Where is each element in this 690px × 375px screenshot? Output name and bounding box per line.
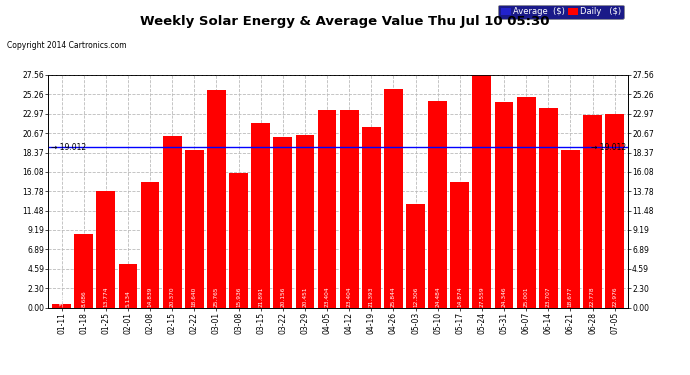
Bar xyxy=(517,97,535,308)
Text: 25.844: 25.844 xyxy=(391,286,396,307)
Text: → 19.012: → 19.012 xyxy=(591,142,626,152)
Bar xyxy=(583,116,602,308)
Text: 22.778: 22.778 xyxy=(590,286,595,307)
Bar xyxy=(406,204,425,308)
Bar xyxy=(119,264,137,308)
Bar xyxy=(229,173,248,308)
Bar xyxy=(428,101,447,308)
Text: 21.393: 21.393 xyxy=(368,286,374,307)
Text: 24.346: 24.346 xyxy=(502,286,506,307)
Bar xyxy=(451,182,469,308)
Text: → 19.012: → 19.012 xyxy=(50,142,86,152)
Text: 25.765: 25.765 xyxy=(214,286,219,307)
Bar xyxy=(141,182,159,308)
Text: 20.451: 20.451 xyxy=(302,286,308,307)
Bar xyxy=(339,110,359,308)
Bar xyxy=(52,304,71,307)
Text: 18.677: 18.677 xyxy=(568,286,573,307)
Bar xyxy=(605,114,624,308)
Bar xyxy=(75,234,93,308)
Bar xyxy=(273,138,292,308)
Text: 23.404: 23.404 xyxy=(324,286,330,307)
Bar xyxy=(384,90,403,308)
Bar xyxy=(295,135,315,308)
Text: 12.306: 12.306 xyxy=(413,286,418,307)
Bar xyxy=(185,150,204,308)
Bar xyxy=(251,123,270,308)
Text: 21.891: 21.891 xyxy=(258,286,263,307)
Bar xyxy=(473,75,491,307)
Text: 13.774: 13.774 xyxy=(104,286,108,307)
Text: 20.370: 20.370 xyxy=(170,286,175,307)
Text: 8.686: 8.686 xyxy=(81,290,86,307)
Text: 5.134: 5.134 xyxy=(126,290,130,307)
Bar xyxy=(495,102,513,308)
Text: 24.484: 24.484 xyxy=(435,286,440,307)
Text: 25.001: 25.001 xyxy=(524,286,529,307)
Text: 18.640: 18.640 xyxy=(192,286,197,307)
Text: 15.936: 15.936 xyxy=(236,286,241,307)
Text: 23.707: 23.707 xyxy=(546,286,551,307)
Text: 22.976: 22.976 xyxy=(612,286,617,307)
Text: 20.156: 20.156 xyxy=(280,286,285,307)
Text: Copyright 2014 Cartronics.com: Copyright 2014 Cartronics.com xyxy=(7,41,126,50)
Text: .392: .392 xyxy=(59,294,64,307)
Text: 27.559: 27.559 xyxy=(480,286,484,307)
Bar xyxy=(362,127,381,308)
Bar xyxy=(163,136,181,308)
Bar xyxy=(97,191,115,308)
Legend: Average  ($), Daily   ($): Average ($), Daily ($) xyxy=(498,5,624,19)
Bar xyxy=(539,108,558,307)
Bar xyxy=(207,90,226,308)
Text: 14.874: 14.874 xyxy=(457,286,462,307)
Bar xyxy=(561,150,580,308)
Bar xyxy=(317,110,337,308)
Text: 14.839: 14.839 xyxy=(148,286,152,307)
Text: Weekly Solar Energy & Average Value Thu Jul 10 05:30: Weekly Solar Energy & Average Value Thu … xyxy=(140,15,550,28)
Text: 23.404: 23.404 xyxy=(346,286,352,307)
